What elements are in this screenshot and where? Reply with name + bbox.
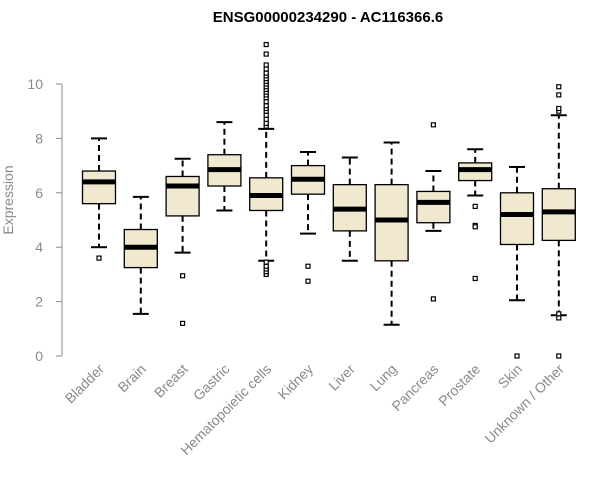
iqr-box (541, 188, 576, 242)
outlier-point (263, 116, 269, 122)
y-tick-label: 4 (35, 239, 43, 255)
box-8 (416, 122, 451, 302)
outlier-point (430, 296, 436, 302)
y-tick-label: 2 (35, 294, 43, 310)
outlier-point (263, 112, 269, 118)
category-label: Liver (325, 361, 358, 394)
outlier-point (263, 263, 269, 269)
chart-title: ENSG00000234290 - AC116366.6 (213, 9, 443, 26)
box-7 (374, 141, 409, 326)
outlier-point (305, 278, 311, 284)
outlier-point (514, 353, 520, 359)
iqr-box (81, 170, 117, 205)
category-label: Breast (151, 361, 191, 401)
outlier-point (556, 353, 562, 359)
category-label: Prostate (435, 361, 483, 409)
category-label: Skin (495, 361, 526, 392)
y-tick-label: 6 (35, 185, 43, 201)
outlier-point (263, 259, 269, 265)
outlier-point (430, 122, 436, 128)
box-3 (207, 121, 242, 212)
y-tick-label: 10 (27, 76, 43, 92)
outlier-point (556, 315, 562, 321)
box-11 (541, 84, 576, 359)
outlier-point (96, 255, 102, 261)
outlier-point (263, 70, 269, 76)
box-1 (123, 195, 158, 315)
box-2 (165, 157, 200, 326)
category-label: Brain (114, 361, 148, 395)
box-6 (332, 156, 367, 262)
iqr-box (374, 183, 409, 262)
outlier-point (180, 273, 186, 279)
outlier-point (556, 92, 562, 98)
outlier-point (263, 62, 269, 68)
category-label: Bladder (62, 361, 108, 407)
category-label: Kidney (275, 361, 317, 403)
outlier-point (263, 120, 269, 127)
outlier-point (472, 275, 478, 282)
outlier-point (305, 263, 311, 269)
box-10 (499, 165, 535, 359)
iqr-box (499, 192, 535, 246)
outlier-point (472, 224, 478, 230)
boxes (81, 41, 576, 359)
outlier-point (556, 311, 562, 317)
outlier-point (263, 99, 269, 105)
y-tick-label: 0 (35, 348, 43, 364)
axes: 0 2 4 6 8 10 (27, 76, 63, 364)
category-label: Lung (366, 361, 399, 394)
box-5 (290, 151, 326, 284)
y-axis-label: Expression (0, 165, 16, 234)
outlier-point (263, 66, 269, 72)
outlier-point (263, 41, 269, 48)
outlier-point (180, 320, 186, 326)
box-4 (249, 41, 284, 277)
outlier-point (556, 105, 562, 112)
y-tick-label: 8 (35, 130, 43, 146)
outlier-point (472, 203, 478, 209)
outlier-point (263, 103, 269, 109)
iqr-box (416, 190, 451, 224)
iqr-box (165, 175, 200, 217)
box-9 (458, 148, 493, 282)
outlier-point (556, 84, 562, 90)
outlier-point (263, 51, 269, 57)
category-label: Unknown / Other (481, 361, 567, 447)
box-0 (81, 137, 117, 261)
